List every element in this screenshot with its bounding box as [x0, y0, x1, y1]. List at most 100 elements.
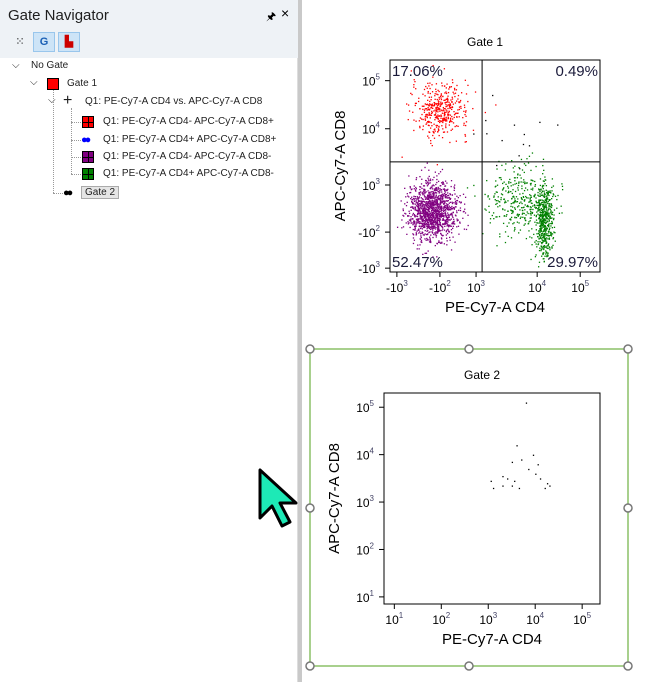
data-point [441, 242, 443, 244]
data-point [435, 188, 437, 190]
data-point [436, 208, 438, 210]
data-point [542, 226, 544, 228]
data-point [422, 192, 424, 195]
data-point [418, 120, 421, 122]
data-point [516, 177, 519, 179]
data-point [396, 226, 399, 228]
data-point [411, 203, 414, 205]
tree-item-q3[interactable]: Q1: PE-Cy7-A CD4- APC-Cy7-A CD8- [103, 149, 271, 165]
data-point [451, 232, 453, 234]
resize-handle[interactable] [305, 344, 315, 354]
resize-handle[interactable] [464, 344, 474, 354]
tree-item-q4[interactable]: Q1: PE-Cy7-A CD4+ APC-Cy7-A CD8- [103, 166, 274, 182]
scatter-icon: ⁙ [15, 36, 25, 48]
tree-item-no-gate[interactable]: No Gate [31, 58, 68, 74]
gate-view-button[interactable]: G [33, 32, 55, 52]
data-point [429, 226, 431, 228]
data-point [522, 216, 524, 218]
data-point [440, 98, 443, 101]
resize-handle[interactable] [305, 661, 315, 671]
data-point [439, 242, 442, 244]
data-point [426, 201, 428, 203]
data-point [443, 117, 446, 119]
hierarchy-view-button[interactable]: ▙ [58, 32, 80, 52]
data-point [445, 204, 447, 207]
data-point [410, 215, 412, 218]
auto-layout-button[interactable]: ⁙ [9, 32, 31, 52]
chevron-down-icon[interactable]: ⌵ [30, 77, 38, 88]
data-point [501, 164, 503, 167]
data-point [467, 100, 469, 103]
data-point [422, 128, 424, 131]
data-point [521, 198, 523, 201]
chevron-down-icon[interactable]: ⌵ [12, 60, 20, 71]
data-point [416, 215, 419, 218]
data-point [408, 196, 410, 198]
panel-splitter[interactable] [298, 0, 302, 682]
data-point [421, 201, 423, 203]
data-point [520, 197, 523, 199]
tree-label: Q1: PE-Cy7-A CD4- APC-Cy7-A CD8+ [103, 116, 274, 127]
data-point [552, 218, 555, 221]
data-point [436, 188, 438, 190]
data-point [440, 205, 442, 207]
tree-item-q1[interactable]: Q1: PE-Cy7-A CD4- APC-Cy7-A CD8+ [103, 114, 274, 130]
tree-item-q2[interactable]: Q1: PE-Cy7-A CD4+ APC-Cy7-A CD8+ [103, 132, 276, 148]
data-point [512, 196, 514, 198]
data-point [413, 200, 416, 203]
data-point [431, 91, 434, 93]
data-point [442, 106, 445, 109]
data-point [541, 199, 543, 201]
data-point [437, 120, 440, 122]
data-point [505, 190, 507, 192]
data-point [419, 216, 421, 218]
data-point [458, 106, 461, 108]
data-point [437, 225, 439, 228]
data-point [449, 201, 452, 204]
pin-icon[interactable]: 🖈 [266, 11, 277, 23]
data-point [452, 211, 454, 213]
data-point [518, 487, 521, 490]
data-point [517, 198, 519, 200]
data-point [430, 219, 432, 222]
data-point [487, 196, 489, 198]
data-point [544, 228, 546, 230]
data-point [423, 194, 426, 196]
data-point [514, 200, 517, 202]
data-point [445, 116, 447, 118]
quadrant-swatch-icon [82, 151, 94, 163]
data-point [514, 216, 516, 218]
resize-handle[interactable] [464, 661, 474, 671]
data-point [426, 109, 428, 111]
data-point [440, 115, 443, 117]
data-point [520, 177, 522, 179]
data-point [540, 207, 543, 210]
resize-handle[interactable] [623, 661, 633, 671]
data-point [434, 217, 436, 219]
data-point [430, 195, 432, 198]
data-point [422, 212, 424, 215]
data-point [523, 200, 526, 202]
data-point [432, 213, 434, 215]
tree-item-quadrant[interactable]: Q1: PE-Cy7-A CD4 vs. APC-Cy7-A CD8 [85, 94, 262, 110]
tree-item-gate-1[interactable]: Gate 1 [67, 76, 97, 92]
data-point [444, 196, 447, 198]
resize-handle[interactable] [623, 344, 633, 354]
chevron-down-icon[interactable]: ⌵ [48, 95, 56, 106]
tree-item-gate-2[interactable]: Gate 2 [81, 185, 120, 201]
data-point [504, 231, 507, 233]
data-point [413, 195, 415, 197]
resize-handle[interactable] [623, 503, 633, 513]
data-point [440, 209, 443, 212]
resize-handle[interactable] [305, 503, 315, 513]
data-point [422, 224, 425, 226]
data-point [538, 216, 540, 219]
data-point [442, 226, 444, 228]
data-point [539, 213, 542, 216]
data-point [409, 220, 411, 222]
data-point [425, 107, 428, 110]
data-point [429, 121, 431, 123]
close-icon[interactable]: × [281, 5, 290, 21]
data-point [460, 107, 462, 109]
data-point [418, 228, 420, 230]
